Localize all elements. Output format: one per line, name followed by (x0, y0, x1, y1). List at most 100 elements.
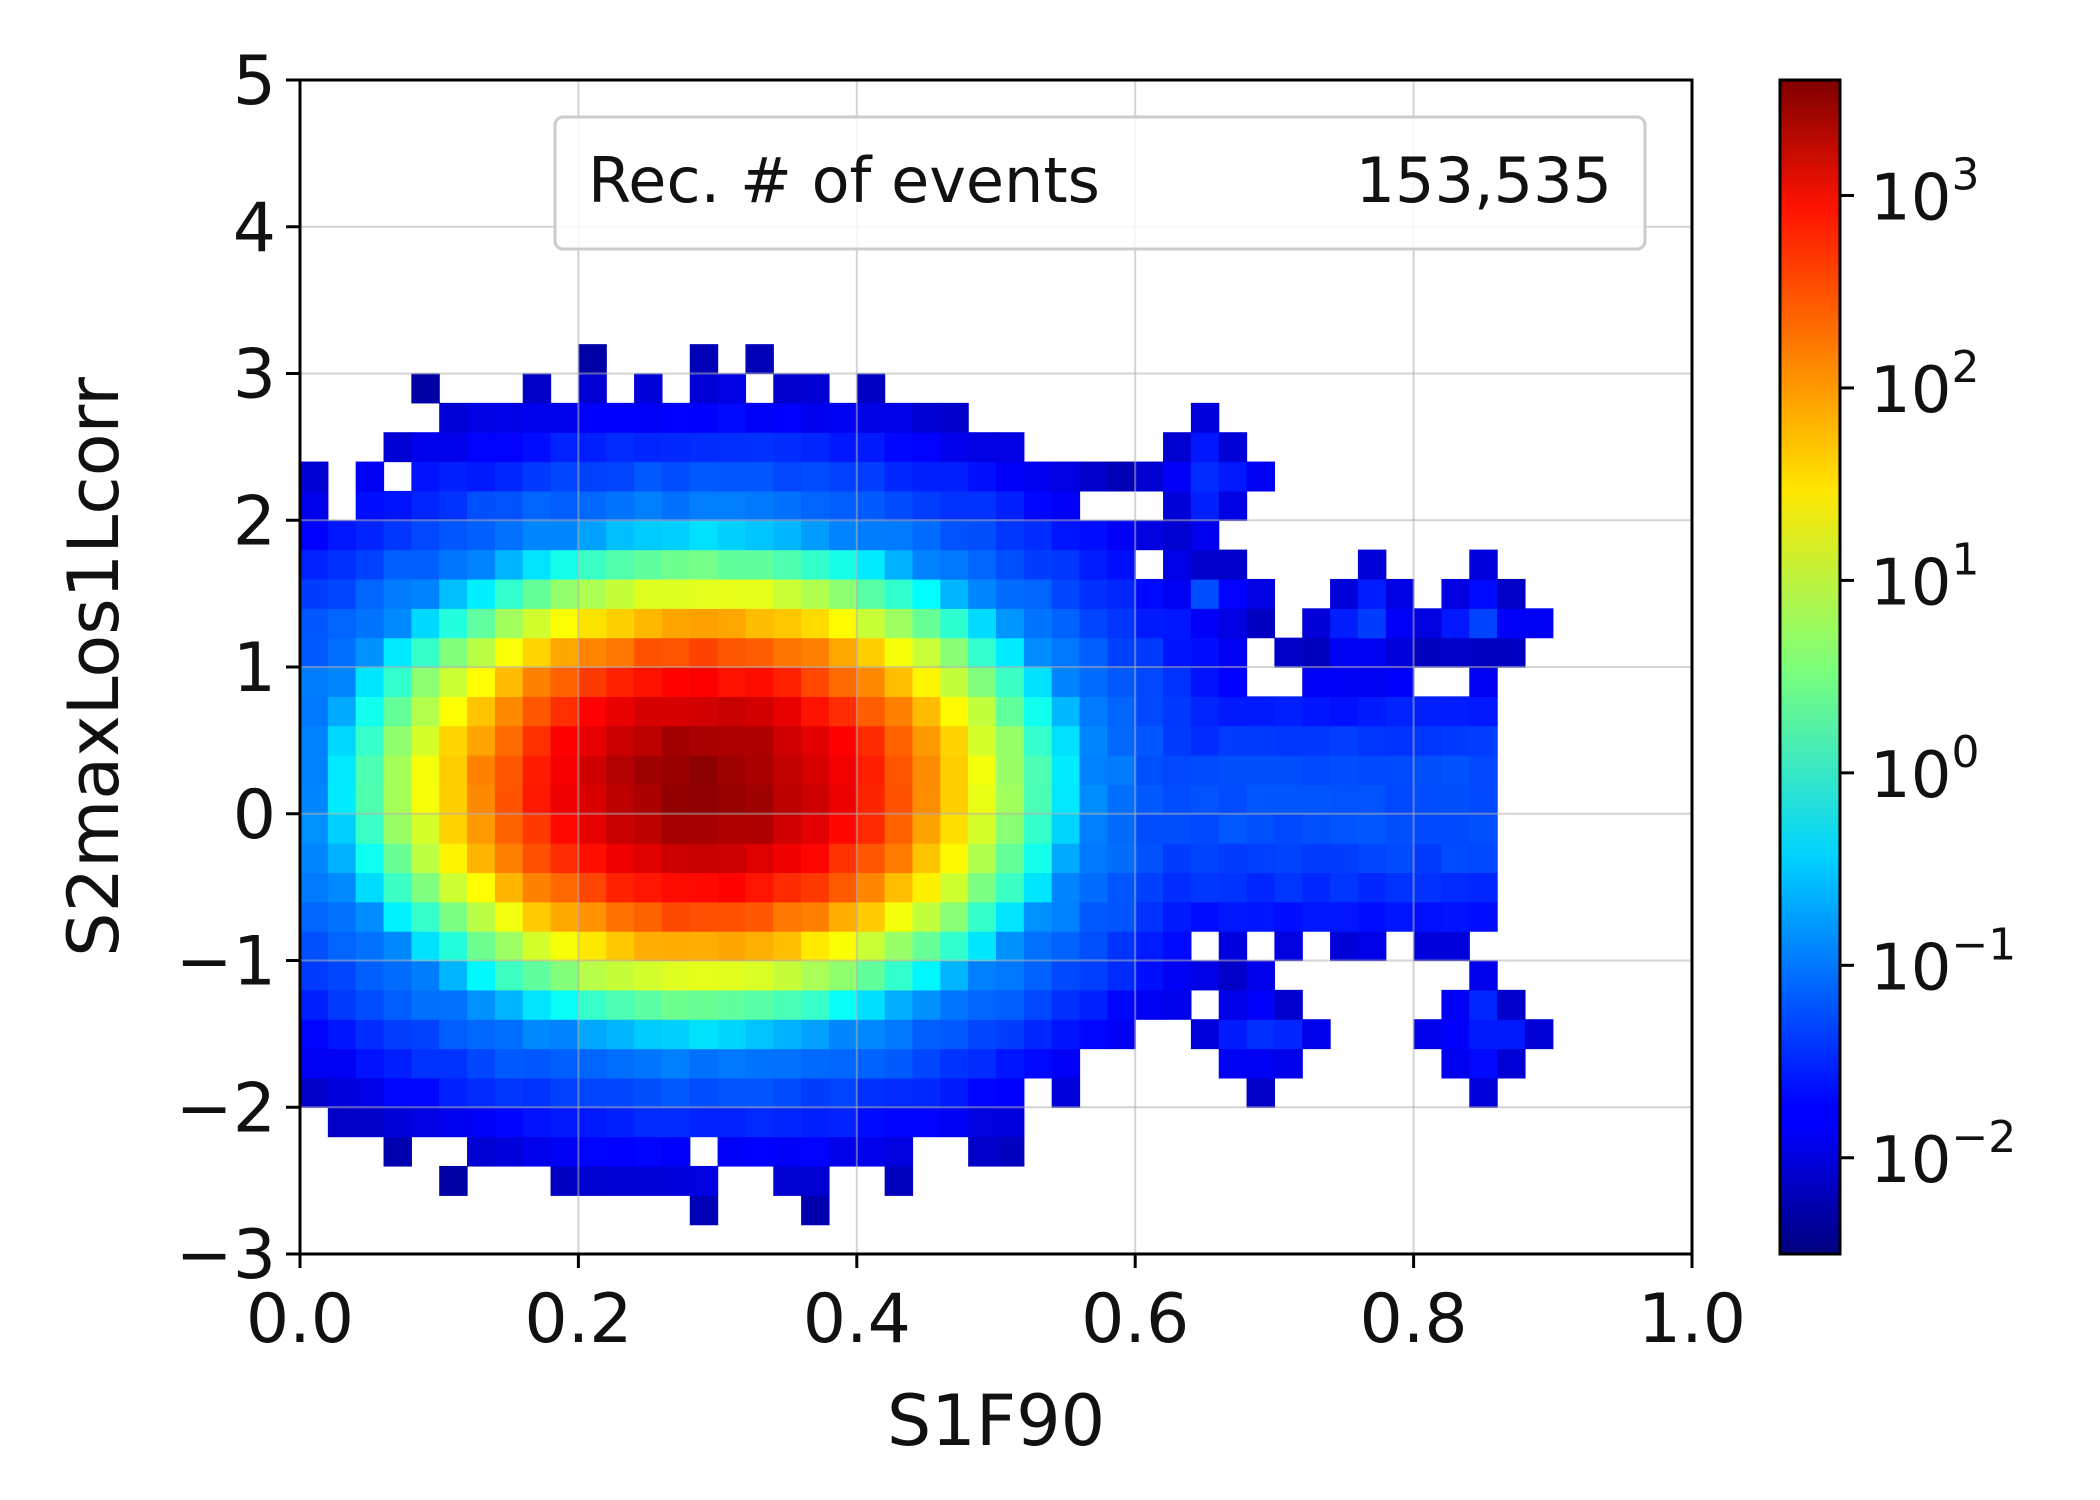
heatmap-cell (1302, 872, 1331, 903)
x-tick-label: 0.2 (524, 1280, 632, 1359)
heatmap-cell (773, 667, 802, 697)
heatmap-cell (494, 725, 524, 756)
heatmap-cell (522, 549, 552, 580)
heatmap-cell (1107, 813, 1136, 844)
heatmap-cell (550, 637, 579, 668)
heatmap-cell (801, 755, 830, 785)
heatmap-cell (522, 461, 552, 492)
heatmap-cell (996, 578, 1025, 609)
heatmap-cell (1218, 784, 1248, 815)
heatmap-cell (1051, 608, 1081, 639)
heatmap-cell (439, 402, 468, 433)
heatmap-cell (1274, 989, 1303, 1020)
heatmap-cell (1190, 725, 1220, 756)
heatmap-cell (327, 755, 357, 785)
heatmap-cell (1246, 901, 1275, 932)
heatmap-cell (1385, 608, 1415, 639)
heatmap-cell (1079, 989, 1108, 1020)
heatmap-cell (1163, 549, 1192, 580)
heatmap-cell (634, 696, 663, 727)
heatmap-cell (1218, 490, 1248, 521)
heatmap-cell (884, 960, 914, 991)
heatmap-cell (1357, 725, 1387, 756)
heatmap-cell (550, 549, 579, 580)
heatmap-cell (940, 696, 969, 727)
heatmap-cell (1135, 755, 1164, 785)
heatmap-cell (1246, 960, 1275, 991)
heatmap-cell (1190, 843, 1220, 874)
heatmap-cell (717, 696, 747, 727)
heatmap-cell (300, 872, 329, 903)
heatmap-cell (1469, 843, 1498, 874)
heatmap-cell (411, 1107, 440, 1138)
heatmap-cell (912, 1019, 941, 1050)
heatmap-cell (1190, 578, 1220, 609)
heatmap-cell (550, 520, 579, 551)
heatmap-cell (1274, 755, 1303, 785)
heatmap-cell (1190, 461, 1220, 492)
heatmap-cell (884, 784, 914, 815)
heatmap-cell (327, 608, 357, 639)
heatmap-cell (300, 520, 329, 551)
heatmap-cell (968, 1136, 997, 1167)
heatmap-cell (968, 549, 997, 580)
heatmap-cell (411, 667, 440, 697)
heatmap-cell (1163, 784, 1192, 815)
heatmap-cell (494, 578, 524, 609)
heatmap-cell (467, 872, 496, 903)
heatmap-cell (439, 696, 468, 727)
heatmap-cell (717, 960, 747, 991)
heatmap-cell (327, 813, 357, 844)
heatmap-cell (661, 755, 691, 785)
heatmap-cell (940, 1048, 969, 1079)
heatmap-cell (383, 432, 412, 463)
heatmap-cell (996, 549, 1025, 580)
heatmap-cell (940, 1077, 969, 1108)
heatmap-cell (467, 989, 496, 1020)
heatmap-cell (606, 490, 635, 521)
heatmap-cell (1135, 725, 1164, 756)
heatmap-cell (968, 520, 997, 551)
heatmap-cell (578, 755, 607, 785)
heatmap-cell (940, 872, 969, 903)
heatmap-cell (355, 461, 385, 492)
heatmap-cell (439, 461, 468, 492)
heatmap-cell (689, 1107, 719, 1138)
heatmap-cell (996, 725, 1025, 756)
heatmap-cell (1469, 1019, 1498, 1050)
heatmap-cell (1274, 1048, 1303, 1079)
heatmap-cell (745, 637, 774, 668)
heatmap-cell (912, 461, 941, 492)
heatmap-cell (689, 608, 719, 639)
heatmap-cell (884, 901, 914, 932)
heatmap-cell (606, 549, 635, 580)
heatmap-cell (550, 1165, 579, 1196)
heatmap-cell (996, 784, 1025, 815)
heatmap-cell (1051, 755, 1081, 785)
heatmap-cell (801, 960, 830, 991)
heatmap-cell (828, 1077, 858, 1108)
heatmap-cell (1190, 667, 1220, 697)
heatmap-cell (717, 1136, 747, 1167)
heatmap-cell (494, 1136, 524, 1167)
heatmap-cell (383, 989, 412, 1020)
heatmap-cell (717, 637, 747, 668)
heatmap-cell (1190, 755, 1220, 785)
heatmap-cell (884, 490, 914, 521)
heatmap-cell (661, 931, 691, 962)
heatmap-cell (578, 725, 607, 756)
heatmap-cell (801, 989, 830, 1020)
heatmap-cell (689, 1019, 719, 1050)
heatmap-cell (661, 1077, 691, 1108)
heatmap-cell (606, 989, 635, 1020)
heatmap-cell (884, 608, 914, 639)
heatmap-cell (327, 989, 357, 1020)
heatmap-cell (801, 608, 830, 639)
heatmap-cell (996, 637, 1025, 668)
heatmap-cell (996, 843, 1025, 874)
heatmap-cell (411, 1077, 440, 1108)
heatmap-cell (1023, 843, 1053, 874)
heatmap-cell (940, 931, 969, 962)
heatmap-cell (411, 520, 440, 551)
heatmap-cell (550, 931, 579, 962)
